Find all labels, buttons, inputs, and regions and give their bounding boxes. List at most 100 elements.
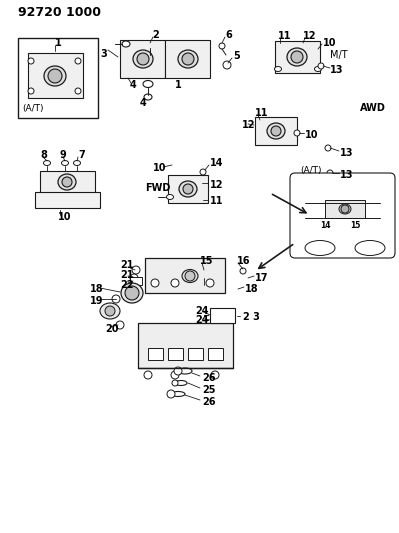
Circle shape <box>219 43 225 49</box>
Circle shape <box>125 286 139 300</box>
Ellipse shape <box>121 283 143 303</box>
Circle shape <box>28 88 34 94</box>
Ellipse shape <box>171 392 185 397</box>
Ellipse shape <box>179 181 197 197</box>
Ellipse shape <box>287 48 307 66</box>
Bar <box>138 323 233 368</box>
Ellipse shape <box>182 270 198 282</box>
Text: 12: 12 <box>242 120 255 130</box>
Text: 22: 22 <box>120 280 134 290</box>
Circle shape <box>62 177 72 187</box>
Circle shape <box>325 145 331 151</box>
Circle shape <box>151 279 159 287</box>
Circle shape <box>185 271 195 281</box>
Ellipse shape <box>275 67 282 71</box>
Bar <box>120 40 165 78</box>
Ellipse shape <box>122 41 130 47</box>
Ellipse shape <box>73 160 81 166</box>
Text: 3: 3 <box>100 49 107 59</box>
Text: 24: 24 <box>195 315 209 325</box>
Circle shape <box>294 130 300 136</box>
Circle shape <box>174 367 182 375</box>
Circle shape <box>327 170 333 176</box>
Circle shape <box>75 58 81 64</box>
Text: 14: 14 <box>320 221 330 230</box>
Circle shape <box>341 205 349 213</box>
Text: 10: 10 <box>305 130 318 140</box>
Ellipse shape <box>175 381 187 385</box>
Text: 13: 13 <box>330 65 344 75</box>
Ellipse shape <box>178 50 198 68</box>
Circle shape <box>291 51 303 63</box>
Ellipse shape <box>61 160 69 166</box>
Text: 2: 2 <box>152 30 159 40</box>
Bar <box>188 348 203 360</box>
Text: (A/T): (A/T) <box>22 103 43 112</box>
Ellipse shape <box>133 50 153 68</box>
Bar <box>208 348 223 360</box>
Circle shape <box>182 53 194 65</box>
Text: 24: 24 <box>195 306 209 316</box>
Circle shape <box>211 371 219 379</box>
Bar <box>35 192 100 208</box>
Bar <box>165 40 210 78</box>
Text: 11: 11 <box>278 31 292 41</box>
Text: 5: 5 <box>233 51 240 61</box>
Text: 12: 12 <box>303 31 316 41</box>
Text: 18: 18 <box>245 284 259 294</box>
Text: 1: 1 <box>175 80 182 90</box>
Ellipse shape <box>339 204 351 214</box>
Circle shape <box>130 274 138 282</box>
Bar <box>168 348 183 360</box>
Bar <box>18 38 98 118</box>
Text: FWD: FWD <box>145 183 170 193</box>
Bar <box>145 258 225 293</box>
Text: 18: 18 <box>90 284 104 294</box>
Text: 9: 9 <box>60 150 67 160</box>
Bar <box>148 348 163 360</box>
FancyBboxPatch shape <box>290 173 395 258</box>
Circle shape <box>112 295 120 303</box>
Circle shape <box>318 63 324 69</box>
Circle shape <box>75 88 81 94</box>
Text: 21: 21 <box>120 270 134 280</box>
Circle shape <box>171 371 179 379</box>
Text: 12: 12 <box>210 180 223 190</box>
Circle shape <box>271 126 281 136</box>
Ellipse shape <box>144 94 152 100</box>
Bar <box>275 41 320 73</box>
Text: 1: 1 <box>55 38 62 48</box>
Circle shape <box>240 268 246 274</box>
Text: 15: 15 <box>200 256 213 266</box>
Text: 10: 10 <box>58 212 71 222</box>
Ellipse shape <box>201 269 207 278</box>
Text: 92720 1000: 92720 1000 <box>18 6 101 20</box>
Text: 8: 8 <box>40 150 47 160</box>
Circle shape <box>144 371 152 379</box>
Text: (A/T): (A/T) <box>300 166 322 175</box>
Ellipse shape <box>267 123 285 139</box>
Text: 7: 7 <box>78 150 85 160</box>
Text: 14: 14 <box>210 158 223 168</box>
Circle shape <box>183 184 193 194</box>
Ellipse shape <box>44 66 66 86</box>
Ellipse shape <box>43 160 51 166</box>
Text: 21: 21 <box>120 260 134 270</box>
Circle shape <box>137 53 149 65</box>
Bar <box>210 308 235 323</box>
Text: 25: 25 <box>202 385 215 395</box>
Ellipse shape <box>355 240 385 255</box>
Bar <box>130 277 142 285</box>
Circle shape <box>116 321 124 329</box>
Bar <box>40 171 95 193</box>
Bar <box>255 117 297 145</box>
Bar <box>168 175 208 203</box>
Ellipse shape <box>100 303 120 319</box>
Circle shape <box>132 266 140 274</box>
Ellipse shape <box>178 368 192 374</box>
Text: 10: 10 <box>323 38 336 48</box>
Bar <box>325 200 365 218</box>
Ellipse shape <box>143 80 153 87</box>
Ellipse shape <box>58 174 76 190</box>
Text: 16: 16 <box>237 256 251 266</box>
